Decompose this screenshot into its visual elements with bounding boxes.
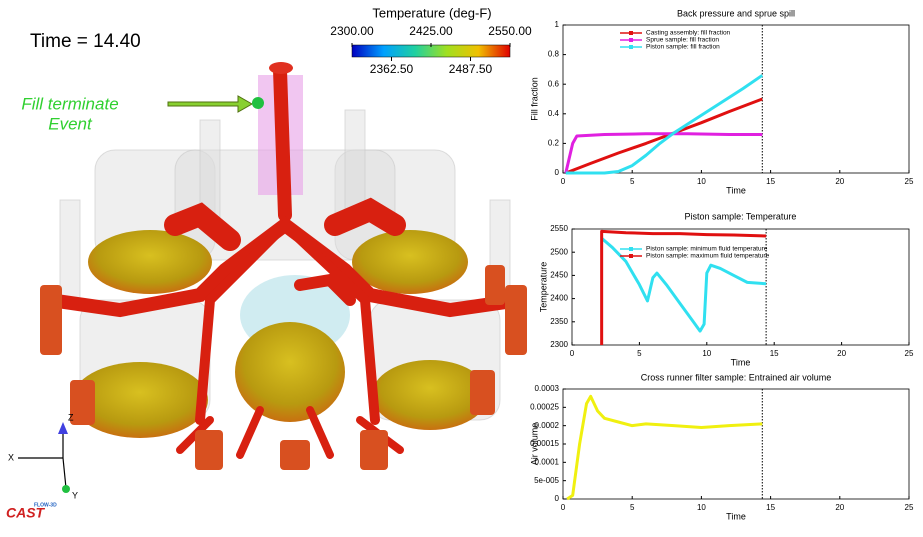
plot-frame [562, 24, 910, 174]
y-tick-label: 0.00025 [530, 402, 559, 411]
time-label: Time = 14.40 [30, 31, 141, 52]
x-tick-label: 5 [637, 349, 642, 358]
x-tick-label: 5 [630, 503, 635, 512]
legend-label: Casting assembly: fill fraction [646, 30, 731, 37]
colorbar-label: 2362.50 [370, 62, 414, 76]
legend-marker [629, 31, 633, 35]
plot-frame [571, 228, 910, 346]
y-tick-label: 0.0002 [535, 421, 560, 430]
y-tick-label: 0 [555, 494, 560, 503]
x-tick-label: 15 [766, 503, 775, 512]
legend-marker [629, 38, 633, 42]
annotation: Fill terminate [21, 94, 118, 113]
legend-marker [629, 247, 633, 251]
series-line [566, 394, 763, 501]
legend-label: Piston sample: maximum fluid temperature [646, 253, 770, 260]
arrow [167, 95, 254, 113]
axis-label: X [8, 452, 14, 462]
legend-marker [629, 254, 633, 258]
y-tick-label: 2500 [550, 247, 568, 256]
legend-label: Piston sample: fill fraction [646, 44, 720, 51]
y-tick-label: 2550 [550, 224, 568, 233]
y-tick-label: 0.0003 [535, 384, 560, 393]
y-axis-label: Temperature [538, 262, 548, 313]
logo: CAST [6, 505, 46, 521]
x-tick-label: 25 [905, 177, 914, 186]
y-axis-label: Air volume [529, 423, 539, 466]
annotation: Event [48, 114, 93, 133]
plot-frame [562, 388, 910, 500]
x-tick-label: 20 [835, 503, 844, 512]
colorbar-title: Temperature (deg-F) [372, 5, 491, 20]
axis-label: Z [68, 412, 74, 422]
y-tick-label: 2300 [550, 340, 568, 349]
series-line [565, 74, 764, 175]
x-tick-label: 10 [697, 177, 706, 186]
x-tick-label: 20 [837, 349, 846, 358]
y-tick-label: 0.4 [548, 109, 560, 118]
logo-text: FLOW-3D [34, 502, 57, 508]
casting-render [18, 62, 527, 493]
x-tick-label: 15 [766, 177, 775, 186]
legend-marker [629, 45, 633, 49]
x-tick-label: 25 [905, 503, 914, 512]
y-tick-label: 0.6 [548, 79, 560, 88]
y-axis-label: Fill fraction [529, 77, 539, 121]
series-line [564, 132, 763, 174]
series-line [565, 97, 763, 175]
y-tick-label: 2400 [550, 294, 568, 303]
x-tick-label: 10 [702, 349, 711, 358]
y-tick-label: 0 [555, 168, 560, 177]
x-axis-label: Time [726, 185, 746, 195]
legend-label: Piston sample: minimum fluid temperature [646, 246, 768, 253]
x-tick-label: 20 [835, 177, 844, 186]
chart-title: Cross runner filter sample: Entrained ai… [641, 372, 832, 382]
x-tick-label: 0 [561, 177, 566, 186]
colorbar-label: 2550.00 [488, 24, 532, 38]
series-line [600, 229, 767, 345]
chart-title: Back pressure and sprue spill [677, 8, 795, 18]
y-tick-label: 0.2 [548, 139, 560, 148]
series-line [600, 237, 767, 333]
x-tick-label: 10 [697, 503, 706, 512]
x-tick-label: 25 [905, 349, 914, 358]
chart-title: Piston sample: Temperature [685, 211, 797, 221]
x-axis-label: Time [726, 511, 746, 521]
axis-label: Y [72, 490, 78, 500]
x-axis-label: Time [731, 357, 751, 367]
y-tick-label: 2350 [550, 317, 568, 326]
y-tick-label: 2450 [550, 271, 568, 280]
event-marker [252, 97, 264, 109]
y-tick-label: 0.0001 [535, 457, 560, 466]
colorbar-label: 2425.00 [409, 24, 453, 38]
x-tick-label: 0 [570, 349, 575, 358]
y-tick-label: 0.8 [548, 50, 560, 59]
legend-label: Sprue sample: fill fraction [646, 37, 719, 44]
y-tick-label: 5e-005 [534, 476, 559, 485]
x-tick-label: 15 [770, 349, 779, 358]
y-tick-label: 0.00015 [530, 439, 559, 448]
y-tick-label: 1 [555, 20, 560, 29]
x-tick-label: 0 [561, 503, 566, 512]
x-tick-label: 5 [630, 177, 635, 186]
colorbar-label: 2487.50 [449, 62, 493, 76]
colorbar-label: 2300.00 [330, 24, 374, 38]
